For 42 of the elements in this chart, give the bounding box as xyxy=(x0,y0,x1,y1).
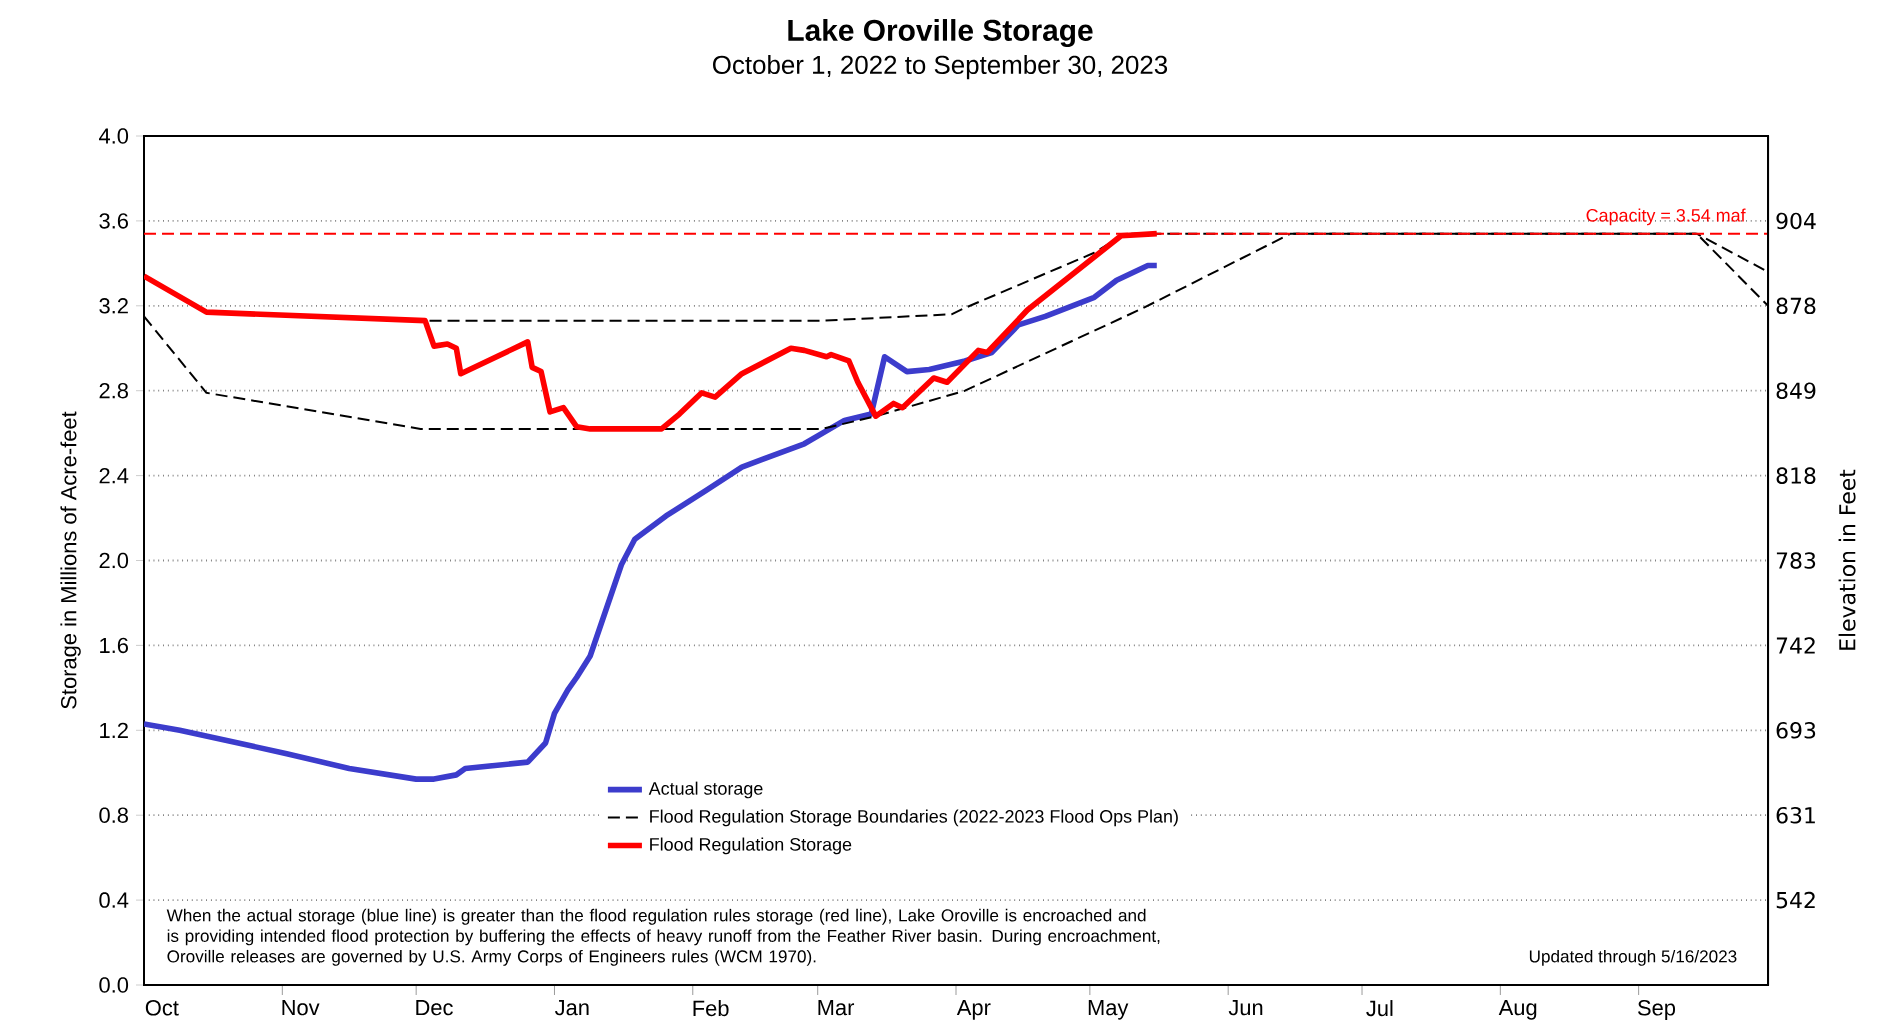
category-label: 818 xyxy=(1776,467,1816,484)
x-tick-label: Dec xyxy=(416,1000,453,1016)
chart-title: Lake Oroville Storage xyxy=(788,19,1093,48)
chart-subtitle: October 1, 2022 to September 30, 2023 xyxy=(712,55,1168,80)
annotation: When the actual storage (blue line) is greater than the flood regulation rules storage (red line), Lake Oroville is encroached and is providing intended flood protection by buffering the effects of heavy runoff from the Feather River basin. During encroachment, Oroville releases are governed by U.S. Army Corps of Engineers rules (WCM 1970). xyxy=(166,908,1160,966)
x-tick-label: May xyxy=(1088,1000,1129,1020)
x-tick-label: Jun xyxy=(1228,1000,1263,1016)
x-tick-label: Aug xyxy=(1498,1000,1537,1020)
category-label: 783 xyxy=(1776,552,1816,569)
category-label: 693 xyxy=(1776,722,1816,739)
y-tick-label: 3.6 xyxy=(99,213,128,229)
category-label: 904 xyxy=(1776,212,1816,230)
category-label: 631 xyxy=(1776,806,1815,824)
x-tick-label: Apr xyxy=(956,1000,991,1020)
ref-line-label: Capacity = 3.54 maf xyxy=(1586,208,1746,226)
category-label: 878 xyxy=(1776,297,1816,315)
category-label: 742 xyxy=(1776,637,1815,654)
y-tick-label: 0.8 xyxy=(99,807,128,823)
x-tick-label: Feb xyxy=(693,1000,729,1017)
y-tick-label: 3.2 xyxy=(99,298,128,314)
x-tick-label: Mar xyxy=(818,1000,855,1016)
x-tick-label: Jul xyxy=(1366,1000,1393,1017)
y-tick-label: 4.0 xyxy=(98,128,129,144)
legend-label: Flood Regulation Storage xyxy=(650,837,852,855)
y-tick-label: 0.0 xyxy=(99,977,129,993)
y-axis-title: Storage in Millions of Acre-feet xyxy=(60,411,81,709)
legend-label: Actual storage xyxy=(648,781,763,799)
x-tick-label: Nov xyxy=(282,1000,320,1016)
y-tick-label: 1.2 xyxy=(100,722,128,738)
x-tick-label: Oct xyxy=(145,1000,179,1016)
y-tick-label: 2.4 xyxy=(99,467,129,484)
x-tick-label: Sep xyxy=(1637,1000,1676,1020)
y2-axis-title: Elevation in Feet xyxy=(1838,469,1856,650)
x-tick-label: Jan xyxy=(554,1000,589,1016)
category-label: 849 xyxy=(1776,382,1816,399)
legend-label: Flood Regulation Storage Boundaries (2022-2023 Flood Ops Plan) xyxy=(650,809,1178,827)
category-label: 542 xyxy=(1776,891,1815,909)
y-tick-label: 1.6 xyxy=(100,637,128,654)
annotation: Updated through 5/16/2023 xyxy=(1529,949,1737,966)
y-tick-label: 2.8 xyxy=(99,382,128,399)
y-tick-label: 0.4 xyxy=(99,892,129,908)
y-tick-label: 2.0 xyxy=(99,552,129,569)
